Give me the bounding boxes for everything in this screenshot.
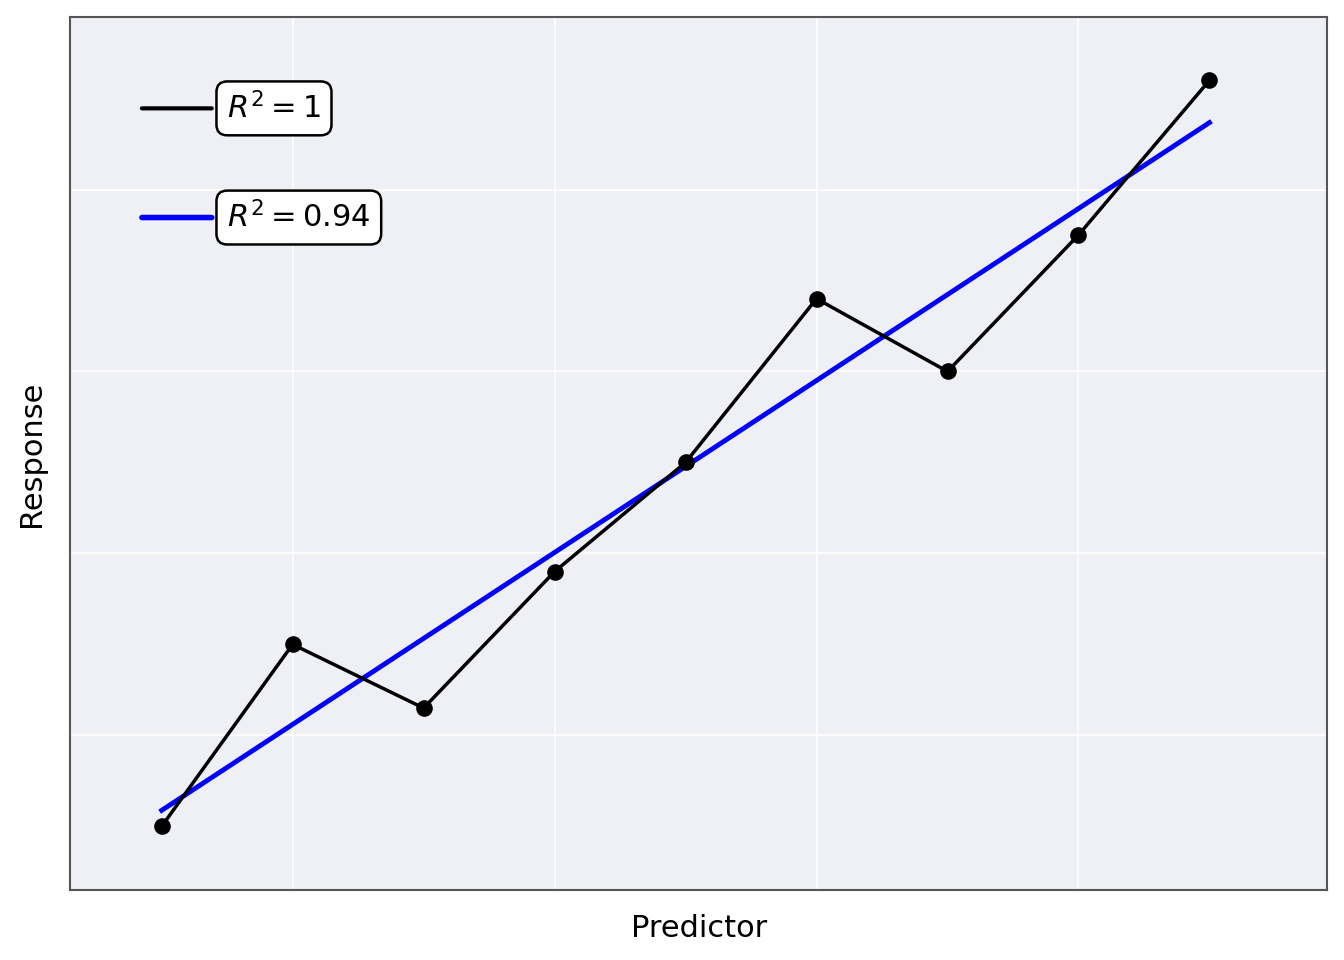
Point <box>151 819 172 834</box>
Point <box>675 455 696 470</box>
Y-axis label: Response: Response <box>16 380 46 526</box>
Point <box>544 564 566 579</box>
Point <box>937 364 958 379</box>
Point <box>1199 73 1220 88</box>
Point <box>282 636 304 652</box>
Text: $R^2 = 0.94$: $R^2 = 0.94$ <box>227 202 371 234</box>
X-axis label: Predictor: Predictor <box>630 914 767 944</box>
Point <box>806 291 828 306</box>
Point <box>413 701 434 716</box>
Text: $R^2 = 1$: $R^2 = 1$ <box>227 92 321 125</box>
Point <box>1067 228 1089 243</box>
